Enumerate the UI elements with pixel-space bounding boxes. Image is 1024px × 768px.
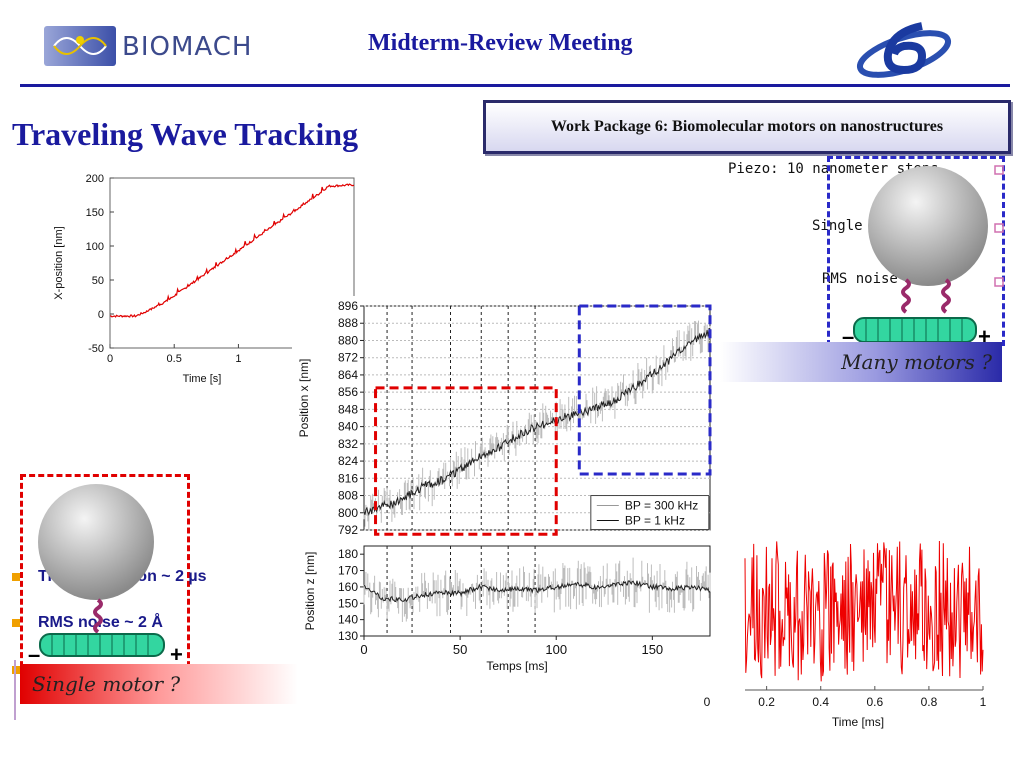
x-tick-label: 0.2 (758, 695, 775, 709)
x-tick-label: 1 (980, 695, 987, 709)
piezo-text: Piezo: 10 nanometer steps (728, 161, 939, 177)
single-motor-label: Single motor ? (20, 664, 298, 704)
y-tick-label: 816 (338, 471, 358, 485)
spring-icon (93, 598, 103, 634)
y-tick-label: 824 (338, 454, 358, 468)
series-1khz-x (363, 327, 711, 516)
y-axis-label: Position z [nm] (303, 552, 317, 631)
fp6-logo (852, 18, 962, 78)
y-axis-label: Position x [nm] (297, 359, 311, 438)
y-tick-label: 160 (338, 580, 358, 594)
y-tick-label: 840 (338, 420, 358, 434)
y-axis-label: X-position [nm] (53, 226, 65, 299)
x-tick-label: 0 (360, 642, 367, 657)
blue-dashed-region (577, 304, 712, 476)
y-tick-label: 856 (338, 385, 358, 399)
y-tick-label: -50 (88, 343, 104, 355)
bullet-item (12, 666, 38, 674)
bead-motor-diagram: – + (842, 165, 1004, 349)
logo-text: BIOMACH (122, 32, 253, 62)
right-panel: Piezo: 10 nanometer steps Single RMS noi… (720, 150, 1010, 385)
series-300khz-z (363, 557, 711, 622)
series-line (744, 540, 984, 682)
x-tick-label: 1 (235, 353, 241, 365)
y-tick-label: 880 (338, 333, 358, 347)
slide-title: Traveling Wave Tracking (12, 116, 359, 152)
x-tick-label: 0.5 (167, 353, 182, 365)
y-tick-label: 100 (86, 241, 104, 253)
logo-icon (44, 26, 116, 66)
biomach-logo: BIOMACH (44, 26, 284, 68)
chart-noise-svg: 0 0.2 0.4 0.6 0.8 1 Time [ms] (704, 540, 987, 729)
y-tick-label: 200 (86, 173, 104, 185)
x-tick-label: 0 (704, 695, 711, 709)
meeting-title: Midterm-Review Meeting (368, 30, 633, 56)
many-motors-label: Many motors ? (720, 342, 1002, 382)
bullet-marker (12, 573, 20, 581)
left-divider (14, 660, 16, 720)
bullet-marker (12, 619, 20, 627)
bead-icon (868, 166, 988, 286)
y-tick-label: 180 (338, 547, 358, 561)
y-tick-label: 130 (338, 629, 358, 643)
filament-icon (39, 633, 165, 657)
y-tick-label: 50 (92, 275, 104, 287)
single-bead-diagram: – + (28, 484, 183, 667)
y-tick-label: 792 (338, 523, 358, 537)
y-tick-label: 150 (338, 596, 358, 610)
y-tick-label: 896 (338, 299, 358, 313)
x-axis-label: Time [ms] (832, 715, 884, 729)
y-tick-label: 848 (338, 402, 358, 416)
bullet-marker (12, 666, 20, 674)
legend-entry: BP = 1 kHz (625, 514, 685, 528)
x-axis-label: Temps [ms] (486, 659, 547, 673)
y-tick-label: 170 (338, 564, 358, 578)
spring-icon (941, 278, 951, 314)
y-tick-label: 140 (338, 613, 358, 627)
spring-icon (901, 278, 911, 314)
legend-entry: BP = 300 kHz (625, 499, 699, 513)
chart-position-svg: 792 800 808 816 824 832 840 848 856 864 872 880 888 8… (297, 299, 712, 673)
y-tick-label: 832 (338, 437, 358, 451)
x-tick-label: 0.6 (866, 695, 883, 709)
x-tick-label: 150 (641, 642, 663, 657)
chart-position-panel: 792 800 808 816 824 832 840 848 856 864 872 880 888 8… (292, 296, 718, 690)
x-tick-label: 0 (107, 353, 113, 365)
y-tick-label: 0 (98, 309, 104, 321)
work-package-label: Work Package 6: Biomolecular motors on n… (550, 118, 944, 135)
series-1khz-z (363, 580, 711, 603)
left-panel: Time resolution ~ 2 µs RMS noise ~ 2 Å –… (8, 470, 298, 720)
y-tick-label: 150 (86, 207, 104, 219)
svg-text:+: + (170, 642, 183, 667)
red-dashed-region (374, 386, 558, 536)
plot-frame (109, 177, 355, 349)
y-tick-label: 808 (338, 489, 358, 503)
svg-text:–: – (28, 642, 40, 667)
bead-icon (38, 484, 154, 600)
series-line (109, 183, 355, 318)
y-tick-label: 864 (338, 368, 358, 382)
plot-frame-x (363, 305, 711, 531)
header: BIOMACH Midterm-Review Meeting (0, 0, 1024, 90)
x-axis-label: Time [s] (183, 373, 222, 385)
x-tick-label: 50 (453, 642, 467, 657)
filament-icon (853, 317, 977, 343)
x-tick-label: 0.8 (921, 695, 938, 709)
single-text: Single (812, 218, 863, 234)
y-tick-label: 872 (338, 351, 358, 365)
work-package-box: Work Package 6: Biomolecular motors on n… (483, 100, 1011, 154)
chart-noise: 0 0.2 0.4 0.6 0.8 1 Time [ms] (690, 480, 1008, 736)
legend-box (590, 495, 710, 531)
header-rule (20, 84, 1010, 87)
x-tick-label: 0.4 (812, 695, 829, 709)
y-tick-label: 800 (338, 506, 358, 520)
y-tick-label: 888 (338, 316, 358, 330)
x-tick-label: 100 (545, 642, 567, 657)
